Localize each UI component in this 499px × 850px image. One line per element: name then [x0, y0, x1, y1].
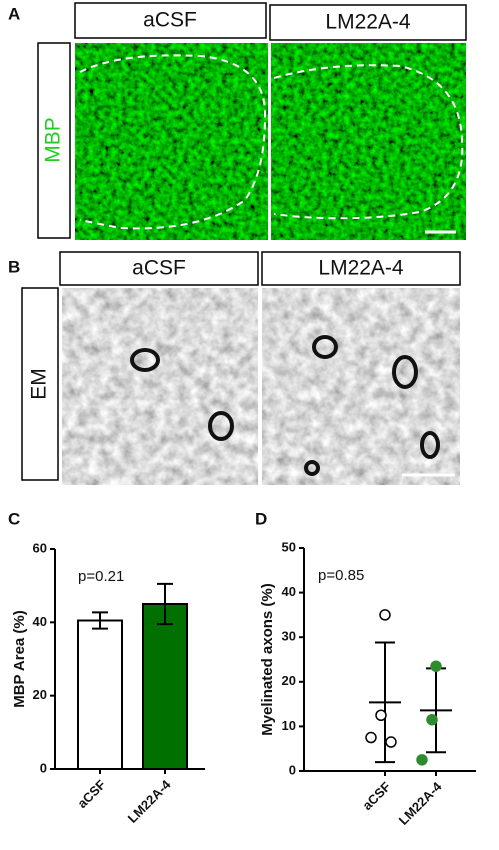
header-box	[261, 251, 461, 286]
em-image	[62, 288, 258, 485]
data-point	[430, 660, 442, 672]
row-label: EM	[28, 368, 51, 400]
header-box	[74, 2, 267, 39]
bar	[77, 619, 123, 770]
mbp-image	[75, 43, 268, 240]
x-tick-label: aCSF	[359, 779, 393, 813]
y-tick-label: 30	[282, 629, 296, 644]
panel-label: B	[8, 257, 20, 276]
y-axis-label: Myelinated axons (%)	[259, 583, 276, 736]
panel-label: A	[8, 4, 20, 23]
header-box	[59, 251, 259, 286]
y-tick-label: 50	[282, 539, 296, 554]
x-tick-label: LM22A-4	[396, 778, 445, 827]
data-point	[375, 709, 387, 721]
data-point	[365, 731, 377, 744]
error-bar	[157, 582, 173, 626]
x-tick-label: LM22A-4	[125, 776, 174, 825]
header-box	[269, 4, 467, 41]
mbp-image	[271, 43, 466, 240]
row-box	[21, 287, 59, 481]
y-tick-label: 0	[40, 760, 47, 775]
bar	[142, 603, 188, 770]
data-point	[379, 609, 391, 621]
error-bar	[92, 611, 108, 630]
y-tick-label: 20	[282, 673, 296, 688]
y-tick-label: 10	[282, 718, 296, 733]
row-label: MBP	[42, 117, 65, 163]
annotation: p=0.85	[318, 567, 364, 584]
column-header: aCSF	[132, 257, 186, 280]
column-header: aCSF	[143, 9, 197, 32]
outline	[79, 54, 267, 230]
y-axis-label: MBP Area (%)	[11, 610, 28, 708]
column-header: LM22A-4	[318, 257, 404, 280]
y-tick-label: 40	[33, 614, 47, 629]
y-tick-label: 20	[33, 687, 47, 702]
data-point	[416, 754, 428, 766]
y-tick-label: 0	[289, 762, 296, 777]
panel-label: D	[255, 509, 267, 528]
annotation: p=0.21	[78, 568, 124, 585]
data-point	[385, 736, 397, 748]
myelin-rings	[130, 335, 440, 476]
panel-label: C	[8, 509, 20, 528]
y-tick-label: 40	[282, 584, 296, 599]
x-tick-label: aCSF	[74, 777, 108, 811]
data-point	[426, 713, 438, 726]
row-box	[37, 42, 71, 239]
y-tick-label: 60	[33, 540, 47, 555]
column-header: LM22A-4	[325, 11, 411, 34]
outline	[273, 64, 464, 220]
em-image	[262, 288, 460, 485]
